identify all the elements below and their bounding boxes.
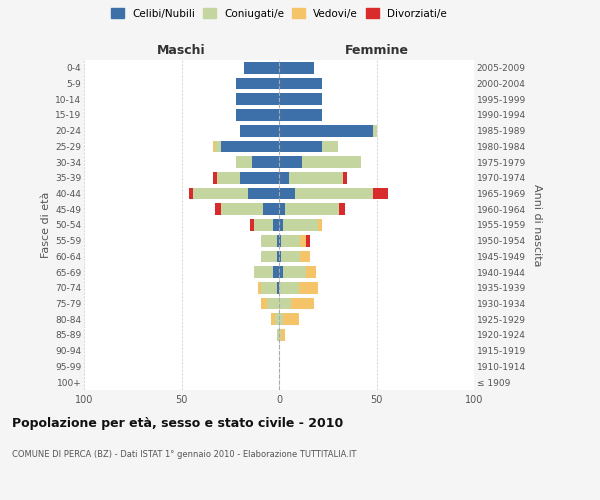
- Bar: [301, 250, 310, 262]
- Bar: [254, 266, 273, 278]
- Bar: [279, 140, 322, 152]
- Bar: [190, 188, 193, 200]
- Bar: [279, 78, 322, 90]
- Bar: [193, 188, 248, 200]
- Text: Popolazione per età, sesso e stato civile - 2010: Popolazione per età, sesso e stato civil…: [12, 418, 343, 430]
- Bar: [281, 250, 301, 262]
- Bar: [215, 204, 221, 215]
- Bar: [279, 172, 289, 184]
- Bar: [279, 298, 290, 310]
- Bar: [279, 235, 281, 246]
- Bar: [307, 266, 316, 278]
- Bar: [244, 62, 279, 74]
- Bar: [279, 188, 295, 200]
- Bar: [279, 250, 281, 262]
- Text: COMUNE DI PERCA (BZ) - Dati ISTAT 1° gennaio 2010 - Elaborazione TUTTITALIA.IT: COMUNE DI PERCA (BZ) - Dati ISTAT 1° gen…: [12, 450, 356, 459]
- Bar: [301, 235, 307, 246]
- Bar: [340, 204, 346, 215]
- Bar: [279, 156, 302, 168]
- Bar: [215, 140, 221, 152]
- Bar: [290, 298, 314, 310]
- Bar: [343, 172, 347, 184]
- Bar: [236, 156, 252, 168]
- Bar: [283, 219, 318, 231]
- Bar: [279, 125, 373, 136]
- Bar: [279, 219, 283, 231]
- Bar: [279, 282, 299, 294]
- Bar: [277, 282, 279, 294]
- Y-axis label: Anni di nascita: Anni di nascita: [532, 184, 542, 266]
- Bar: [302, 156, 361, 168]
- Bar: [236, 94, 279, 105]
- Bar: [248, 188, 279, 200]
- Bar: [295, 188, 373, 200]
- Bar: [212, 172, 217, 184]
- Bar: [277, 250, 279, 262]
- Bar: [299, 282, 318, 294]
- Bar: [236, 78, 279, 90]
- Bar: [279, 62, 314, 74]
- Bar: [262, 298, 268, 310]
- Bar: [257, 282, 262, 294]
- Bar: [281, 329, 285, 341]
- Bar: [318, 219, 322, 231]
- Bar: [279, 314, 283, 325]
- Bar: [262, 235, 277, 246]
- Bar: [281, 235, 301, 246]
- Bar: [252, 156, 279, 168]
- Bar: [271, 314, 275, 325]
- Y-axis label: Fasce di età: Fasce di età: [41, 192, 51, 258]
- Bar: [283, 314, 299, 325]
- Bar: [273, 219, 279, 231]
- Bar: [250, 219, 254, 231]
- Bar: [262, 282, 277, 294]
- Text: Femmine: Femmine: [344, 44, 409, 58]
- Bar: [279, 109, 322, 121]
- Bar: [275, 314, 279, 325]
- Bar: [279, 266, 283, 278]
- Bar: [373, 188, 388, 200]
- Bar: [221, 140, 279, 152]
- Bar: [322, 140, 337, 152]
- Bar: [285, 204, 340, 215]
- Bar: [240, 125, 279, 136]
- Bar: [283, 266, 306, 278]
- Bar: [307, 235, 310, 246]
- Bar: [254, 219, 273, 231]
- Bar: [236, 109, 279, 121]
- Bar: [217, 172, 240, 184]
- Bar: [268, 298, 279, 310]
- Bar: [221, 204, 263, 215]
- Bar: [273, 266, 279, 278]
- Bar: [279, 204, 285, 215]
- Bar: [373, 125, 377, 136]
- Bar: [279, 94, 322, 105]
- Bar: [277, 235, 279, 246]
- Bar: [277, 329, 279, 341]
- Bar: [240, 172, 279, 184]
- Bar: [213, 140, 215, 152]
- Bar: [279, 329, 281, 341]
- Bar: [263, 204, 279, 215]
- Text: Maschi: Maschi: [157, 44, 206, 58]
- Legend: Celibi/Nubili, Coniugati/e, Vedovi/e, Divorziati/e: Celibi/Nubili, Coniugati/e, Vedovi/e, Di…: [108, 5, 450, 21]
- Bar: [289, 172, 343, 184]
- Bar: [262, 250, 277, 262]
